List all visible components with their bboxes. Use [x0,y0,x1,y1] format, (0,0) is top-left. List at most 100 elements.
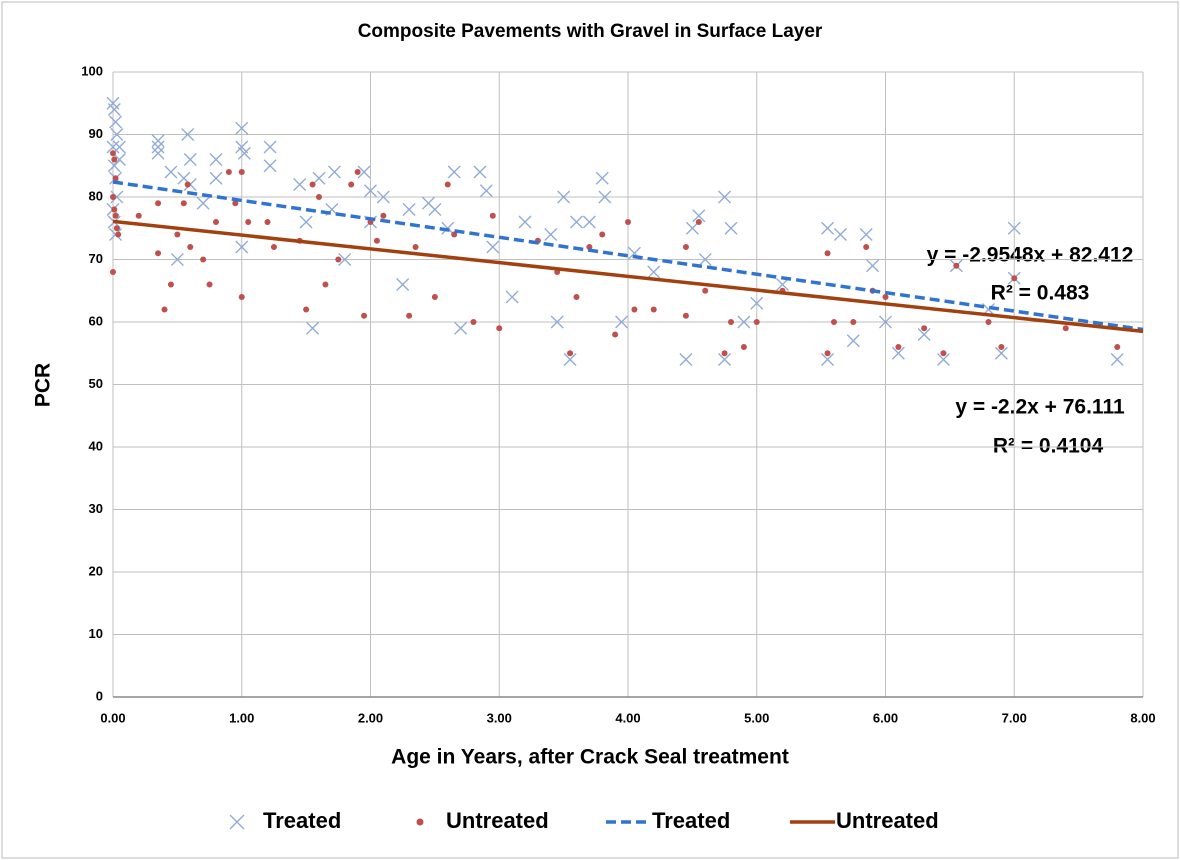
point [891,346,905,360]
y-tick-label: 100 [81,63,103,78]
marker-dot [573,294,580,300]
marker-stroke [209,171,223,185]
marker-dot [264,219,271,225]
point [850,319,857,325]
marker-stroke [505,290,519,304]
marker-dot [187,244,194,250]
marker-dot [1114,344,1121,350]
trend-line [112,219,1144,334]
x-tick-label: 5.00 [744,710,769,725]
point [486,240,500,254]
point [327,165,341,179]
marker-dot [496,325,503,332]
point [115,231,122,238]
point [167,281,174,288]
marker-dot [348,181,355,188]
marker-stroke [454,321,468,335]
point [112,175,119,182]
marker-stroke [598,190,612,204]
point [232,200,239,207]
marker-dot [1062,325,1069,332]
marker-stroke [1007,221,1021,235]
point [181,128,195,141]
point [264,219,271,225]
marker-stroke [235,240,249,254]
marker-stroke [237,146,251,160]
point [155,250,162,257]
marker-stroke [557,190,571,204]
marker-stroke [106,96,120,110]
point [544,228,558,241]
legend-item: Untreated [416,808,549,833]
marker-dot [110,150,116,157]
marker-stroke [750,296,764,310]
point [567,350,574,357]
x-tick-label: 4.00 [615,710,640,725]
marker-dot [412,244,419,250]
marker-dot [200,256,207,263]
point [563,353,577,366]
marker-dot [110,269,116,275]
marker-dot [702,287,709,294]
marker-dot [373,237,380,244]
marker-dot [232,200,239,207]
marker-dot [953,262,960,269]
marker-stroke [698,253,712,266]
point [299,215,313,229]
x-tick-label: 1.00 [229,710,254,725]
annotation: y = -2.2x + 76.111 [955,396,1125,419]
point [428,203,442,216]
point [866,259,880,273]
point [586,244,593,250]
marker-dot [895,344,902,350]
point [489,212,496,219]
marker-dot [245,219,252,225]
point [698,253,712,266]
point [111,156,118,163]
marker-dot [431,294,438,300]
marker-stroke [994,346,1008,360]
point [187,244,194,250]
point [682,244,689,250]
marker-dot [489,212,496,219]
legend-item: Treated [606,808,730,833]
marker-stroke [718,353,732,366]
point [917,328,931,341]
point [859,228,873,241]
point [412,244,419,250]
point [650,306,657,313]
point [170,253,184,266]
point [1007,221,1021,235]
marker-dot [753,319,760,325]
marker-stroke [821,221,835,235]
point [473,165,487,179]
point [431,294,438,300]
marker-stroke [479,184,493,198]
legend-label: Untreated [446,808,549,833]
marker-dot [155,250,162,257]
point [312,171,326,185]
legend-label: Treated [263,808,341,833]
marker-stroke [177,171,191,185]
point [109,115,123,129]
point [824,350,831,357]
annotation: R² = 0.483 [991,282,1090,305]
point [1114,344,1121,350]
marker-stroke [518,215,532,229]
marker-stroke [421,196,435,210]
point [737,315,751,329]
marker-stroke [181,128,195,141]
marker-stroke [235,121,249,135]
marker-stroke [263,140,277,154]
marker-stroke [679,353,693,366]
point [451,231,458,238]
marker-stroke [718,190,732,204]
y-axis-label: PCR [32,363,55,407]
point [573,294,580,300]
point [695,219,702,225]
y-tick-label: 10 [89,626,103,641]
marker-stroke [110,128,124,141]
y-tick-label: 60 [89,313,103,328]
point [396,278,410,291]
point [936,353,950,366]
